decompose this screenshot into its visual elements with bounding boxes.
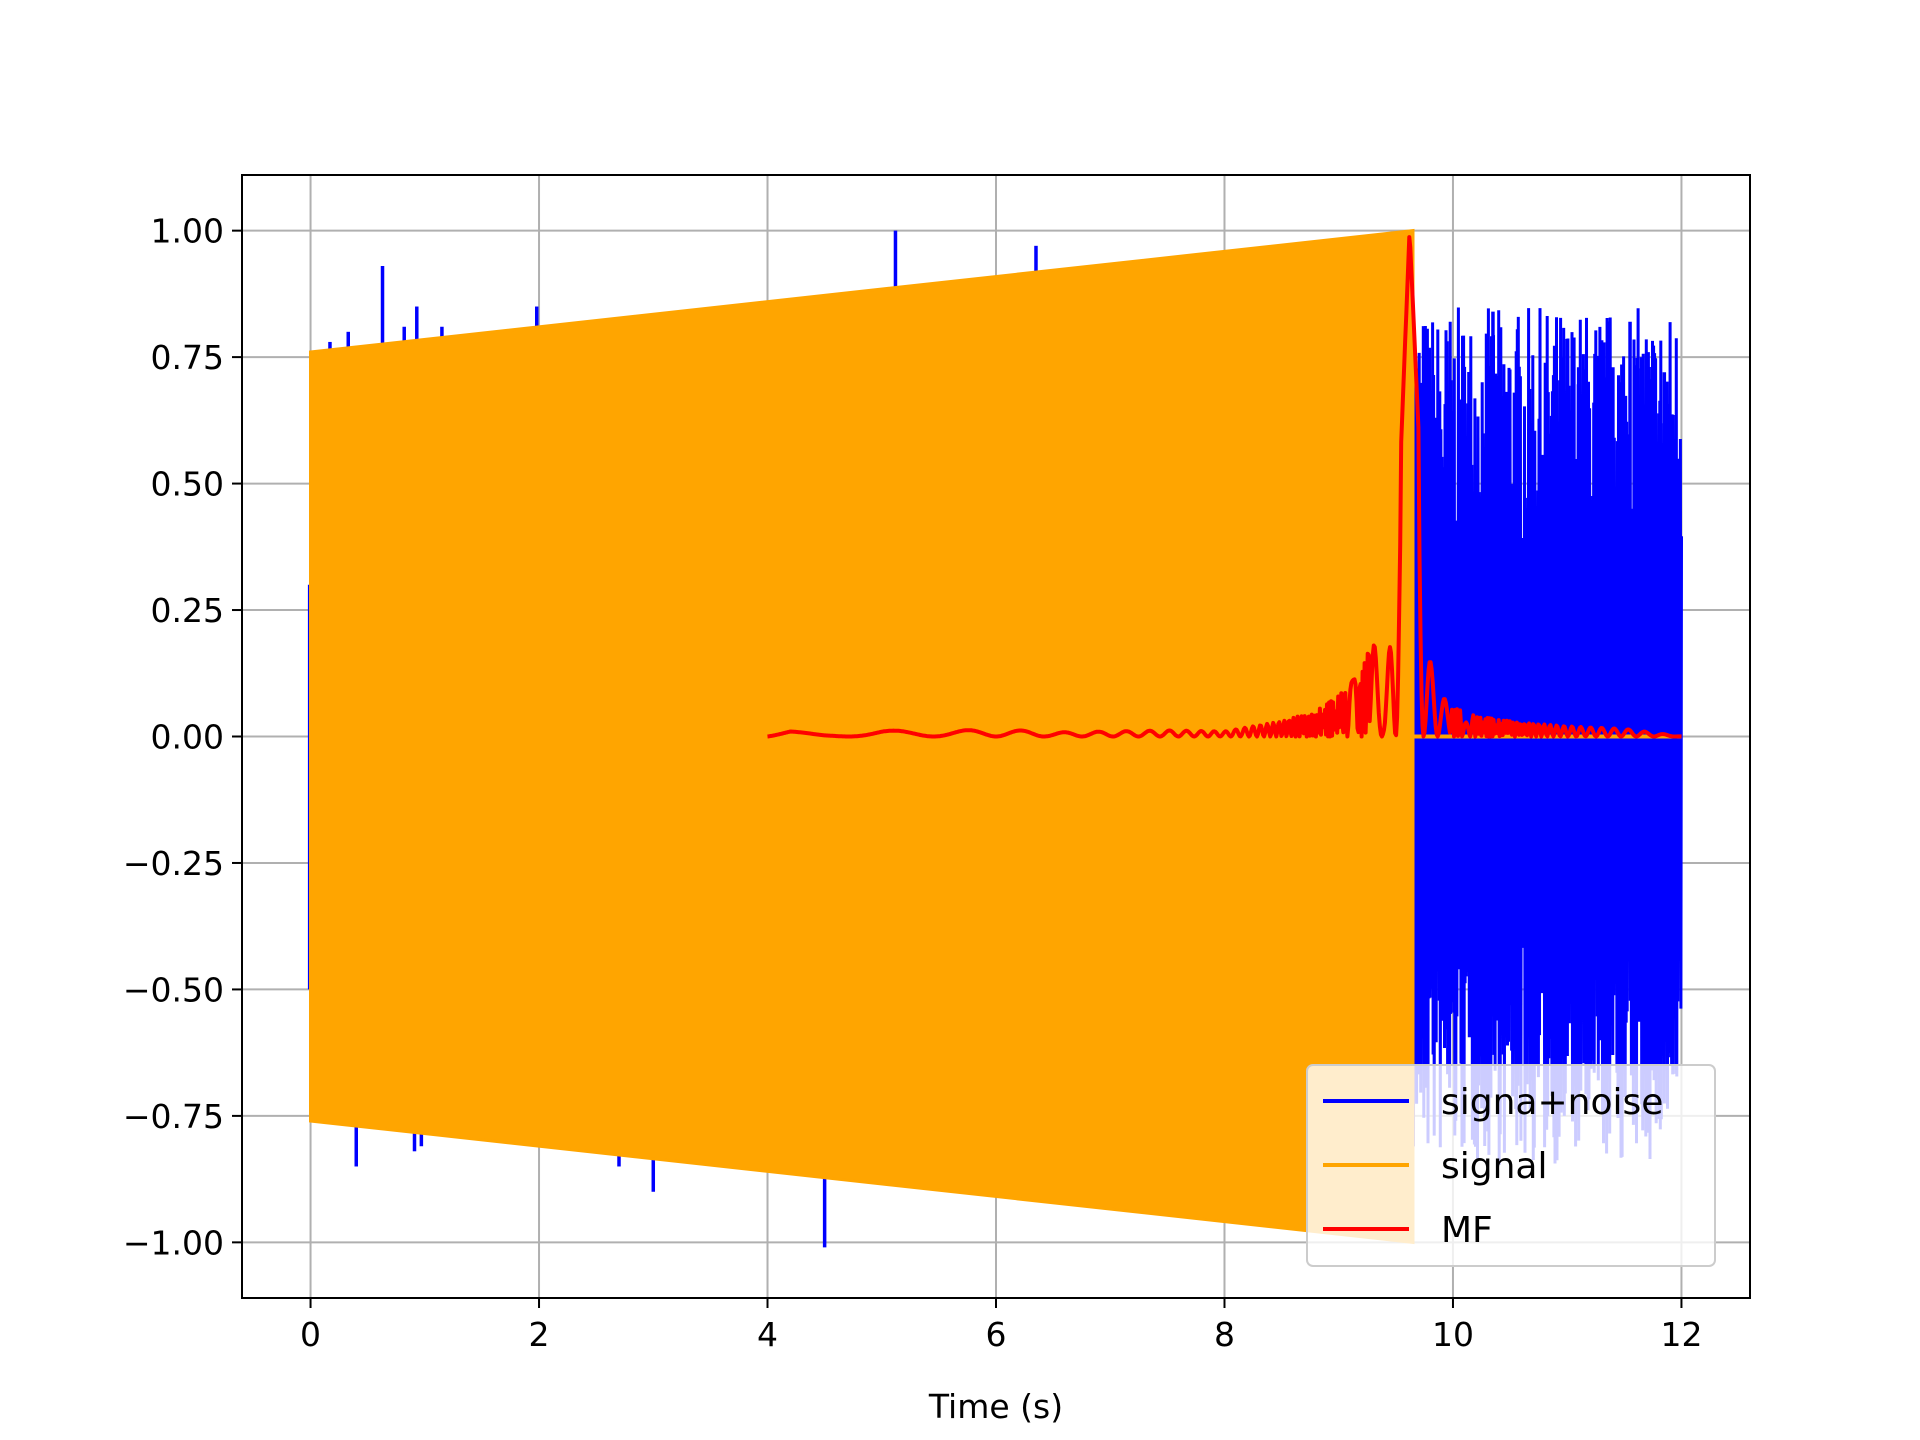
y-tick-label: 1.00 [151,212,224,251]
legend: signa+noise signal MF [1306,1064,1716,1267]
y-tick-label: 0.75 [151,338,224,377]
series-layer [307,228,1683,1248]
x-tick-label: 6 [986,1315,1007,1354]
x-tick-label: 2 [529,1315,550,1354]
x-axis: 0 2 4 6 8 10 12 [300,1298,1702,1354]
y-tick-label: −0.50 [123,970,224,1009]
legend-label: MF [1441,1210,1493,1251]
legend-box [1306,1064,1716,1267]
series-signal-noise-tail [1411,307,1683,1166]
y-tick-label: −1.00 [123,1223,224,1262]
x-tick-label: 4 [757,1315,778,1354]
y-tick-label: −0.75 [123,1097,224,1136]
legend-label: signal [1441,1146,1548,1187]
y-axis: 1.00 0.75 0.50 0.25 0.00 −0.25 −0.50 −0.75 −1.00 [123,212,242,1262]
series-mf [766,235,1683,739]
x-tick-label: 8 [1214,1315,1235,1354]
y-tick-label: −0.25 [123,844,224,883]
x-tick-label: 0 [300,1315,321,1354]
x-axis-label: Time (s) [928,1387,1063,1426]
x-tick-label: 10 [1432,1315,1474,1354]
y-tick-label: 0.00 [151,718,224,757]
y-tick-label: 0.25 [151,591,224,630]
y-tick-label: 0.50 [151,465,224,504]
x-tick-label: 12 [1660,1315,1702,1354]
legend-label: signa+noise [1441,1082,1663,1123]
